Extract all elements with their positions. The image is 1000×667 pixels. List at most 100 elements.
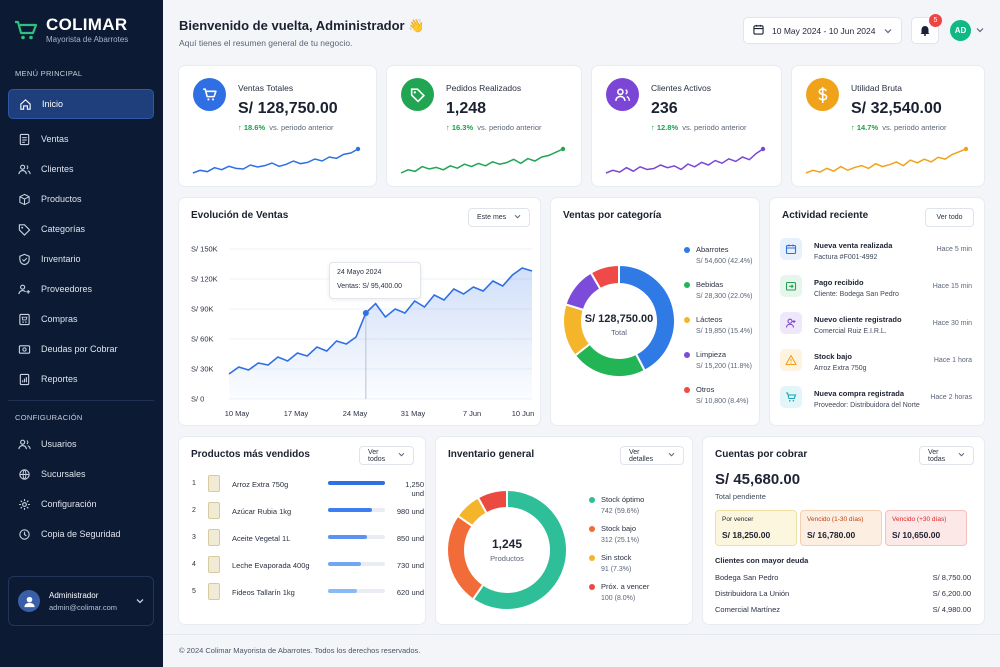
y-tick-label: S/ 90K [191, 305, 214, 314]
view-all-products-label: Ver todos [368, 448, 386, 463]
sidebar-item-ventas[interactable]: Ventas [8, 124, 154, 154]
receivable-bucket[interactable]: Por vencer S/ 18,250.00 [715, 510, 797, 546]
product-row[interactable]: 3 Aceite Vegetal 1L 850 und [192, 529, 424, 547]
user-add-icon [785, 318, 796, 328]
activity-title: Actividad reciente [782, 210, 869, 221]
calendar-icon [785, 244, 797, 255]
sales-data-point[interactable] [362, 310, 369, 316]
inventory-legend-item: Stock bajo 312 (25.1%) [589, 524, 639, 544]
sidebar-item-compras[interactable]: Compras [8, 304, 154, 334]
product-row[interactable]: 2 Azúcar Rubia 1kg 980 und [192, 502, 424, 520]
receivables-title: Cuentas por cobrar [715, 449, 808, 460]
main-nav: Inicio Ventas Clientes Productos Categorías I… [8, 89, 154, 394]
view-all-activity-button[interactable]: Ver todo [925, 208, 974, 227]
receivable-bucket[interactable]: Vencido (+30 días) S/ 10,650.00 [885, 510, 967, 546]
activity-card: Actividad reciente Ver todo Nueva venta … [769, 197, 985, 426]
chevron-down-icon[interactable] [976, 26, 984, 35]
sidebar-item-deudas-por-cobrar[interactable]: Deudas por Cobrar [8, 334, 154, 364]
product-bar-track [328, 589, 385, 593]
sidebar-item-sucursales[interactable]: Sucursales [8, 459, 154, 489]
product-row[interactable]: 5 Fideos Tallarín 1kg 620 und [192, 583, 424, 601]
product-name: Arroz Extra 750g [232, 480, 289, 489]
kpi-card-4[interactable]: Utilidad Bruta S/ 32,540.00 ↑ 14.7% vs. pe… [791, 65, 985, 187]
debtor-row[interactable]: Bodega San Pedro S/ 8,750.00 [715, 573, 971, 582]
sidebar-item-inventario[interactable]: Inventario [8, 244, 154, 274]
kpi-change-value: 18.6% [243, 123, 266, 132]
inventory-slice-prox-a-vencer[interactable] [476, 488, 508, 515]
category-donut-chart[interactable] [559, 256, 679, 386]
money-icon [18, 344, 31, 354]
tooltip-date: 24 Mayo 2024 [337, 269, 382, 276]
main-menu-title: MENÚ PRINCIPAL [15, 69, 83, 78]
view-all-receivables-button[interactable]: Ver todas [919, 446, 974, 465]
inventory-card: Inventario general Ver detalles 1,245 Pr… [435, 436, 693, 625]
kpi-change-note: vs. periodo anterior [682, 123, 747, 132]
debtor-row[interactable]: Distribuidora La Unión S/ 6,200.00 [715, 589, 971, 598]
sidebar-item-copia-de-seguridad[interactable]: Copia de Seguridad [8, 519, 154, 549]
legend-dot [589, 584, 595, 591]
brand-subtitle: Mayorista de Abarrotes [46, 35, 129, 44]
shield-box-icon [19, 253, 30, 265]
sidebar-item-clientes[interactable]: Clientes [8, 154, 154, 184]
sidebar-item-configuracion[interactable]: Configuración [8, 489, 154, 519]
branch-icon [19, 468, 30, 480]
users-icon [18, 164, 31, 174]
product-bar-track [328, 508, 385, 512]
product-rank: 2 [192, 507, 196, 514]
inventory-slice-stock-optimo[interactable] [471, 488, 568, 611]
debtor-row[interactable]: Comercial Martínez S/ 4,980.00 [715, 605, 971, 614]
kpi-card-1[interactable]: Ventas Totales S/ 128,750.00 ↑ 18.6% vs. p… [178, 65, 377, 187]
product-thumbnail-icon [208, 583, 220, 600]
product-rank: 5 [192, 588, 196, 595]
period-dropdown[interactable]: Este mes [468, 208, 530, 227]
receivable-bucket[interactable]: Vencido (1-30 días) S/ 16,780.00 [800, 510, 882, 546]
account-avatar[interactable]: AD [950, 20, 971, 41]
debtor-name: Bodega San Pedro [715, 573, 779, 582]
category-slice-otros[interactable] [589, 263, 620, 291]
product-row[interactable]: 4 Leche Evaporada 400g 730 und [192, 556, 424, 574]
view-all-products-button[interactable]: Ver todos [359, 446, 414, 465]
view-details-button[interactable]: Ver detalles [620, 446, 684, 465]
kpi-card-2[interactable]: Pedidos Realizados 1,248 ↑ 16.3% vs. perio… [386, 65, 582, 187]
legend-label: Stock bajo [601, 524, 637, 533]
legend-label: Stock óptimo [601, 495, 645, 504]
category-total-value: S/ 128,750.00 [584, 313, 654, 325]
activity-title: Stock bajo [814, 352, 852, 361]
sidebar-item-productos[interactable]: Productos [8, 184, 154, 214]
product-row[interactable]: 1 Arroz Extra 750g 1,250 und [192, 475, 424, 498]
date-range-picker[interactable]: 10 May 2024 - 10 Jun 2024 [743, 17, 902, 44]
arrow-up-icon: ↑ [851, 123, 857, 132]
x-tick-label: 17 May [284, 409, 309, 418]
product-bar-fill [328, 589, 357, 593]
sparkline-end-point [355, 146, 361, 152]
sidebar-item-reportes[interactable]: Reportes [8, 364, 154, 394]
inventory-donut-chart[interactable] [444, 487, 570, 613]
product-name: Fideos Tallarín 1kg [232, 588, 295, 597]
kpi-icon-badge [806, 78, 839, 111]
sidebar-item-inicio[interactable]: Inicio [8, 89, 154, 119]
category-slice-bebidas[interactable] [573, 342, 647, 378]
category-legend-item: Otros S/ 10,800 (8.4%) [684, 385, 749, 405]
legend-amount: S/ 19,850 (15.4%) [696, 328, 753, 335]
activity-title: Pago recibido [814, 278, 864, 287]
arrow-up-icon: ↑ [238, 123, 244, 132]
sales-category-card: Ventas por categoría S/ 128,750.00 Total… [550, 197, 760, 426]
bucket-label: Vencido (1-30 días) [807, 516, 864, 523]
product-bar-fill [328, 535, 367, 539]
kpi-card-3[interactable]: Clientes Activos 236 ↑ 12.8% vs. periodo a… [591, 65, 782, 187]
sparkline-path [400, 148, 564, 174]
tooltip-value: Ventas: S/ 95,400.00 [337, 283, 402, 290]
sidebar-item-usuarios[interactable]: Usuarios [8, 429, 154, 459]
home-icon [20, 98, 31, 110]
sidebar-item-proveedores[interactable]: Proveedores [8, 274, 154, 304]
sales-line-chart[interactable]: S/ 0 S/ 30K S/ 60K S/ 90K S/ 120K S/ 150K 10 M… [179, 234, 540, 424]
legend-amount: 742 (59.6%) [601, 508, 640, 515]
user-avatar-icon [18, 590, 40, 612]
brand[interactable]: COLIMAR Mayorista de Abarrotes [14, 16, 128, 44]
kpi-change: ↑ 14.7% vs. periodo anterior [851, 123, 947, 132]
kpi-value: S/ 32,540.00 [851, 100, 942, 117]
legend-amount: 91 (7.3%) [601, 566, 632, 573]
sidebar-item-categorias[interactable]: Categorías [8, 214, 154, 244]
footer: © 2024 Colimar Mayorista de Abarrotes. T… [179, 646, 421, 655]
user-menu[interactable]: Administrador admin@colimar.com [8, 576, 154, 626]
